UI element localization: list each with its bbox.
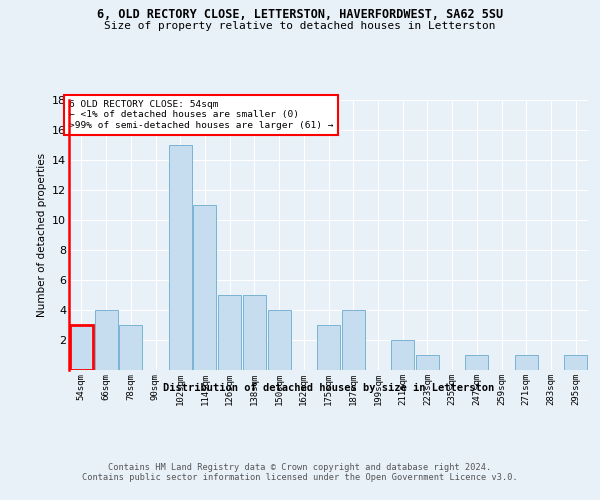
- Bar: [193, 205, 217, 370]
- Text: 6 OLD RECTORY CLOSE: 54sqm
← <1% of detached houses are smaller (0)
>99% of semi: 6 OLD RECTORY CLOSE: 54sqm ← <1% of deta…: [69, 100, 334, 130]
- Y-axis label: Number of detached properties: Number of detached properties: [37, 153, 47, 317]
- Text: Distribution of detached houses by size in Letterston: Distribution of detached houses by size …: [163, 382, 494, 392]
- Bar: [342, 310, 365, 370]
- Bar: [317, 325, 340, 370]
- Text: Contains HM Land Registry data © Crown copyright and database right 2024.
Contai: Contains HM Land Registry data © Crown c…: [82, 462, 518, 482]
- Bar: [243, 295, 266, 370]
- Bar: [169, 145, 192, 370]
- Bar: [218, 295, 241, 370]
- Text: Size of property relative to detached houses in Letterston: Size of property relative to detached ho…: [104, 21, 496, 31]
- Text: 6, OLD RECTORY CLOSE, LETTERSTON, HAVERFORDWEST, SA62 5SU: 6, OLD RECTORY CLOSE, LETTERSTON, HAVERF…: [97, 8, 503, 20]
- Bar: [564, 355, 587, 370]
- Bar: [119, 325, 142, 370]
- Bar: [391, 340, 414, 370]
- Bar: [416, 355, 439, 370]
- Bar: [268, 310, 290, 370]
- Bar: [465, 355, 488, 370]
- Bar: [515, 355, 538, 370]
- Bar: [95, 310, 118, 370]
- Bar: [70, 325, 93, 370]
